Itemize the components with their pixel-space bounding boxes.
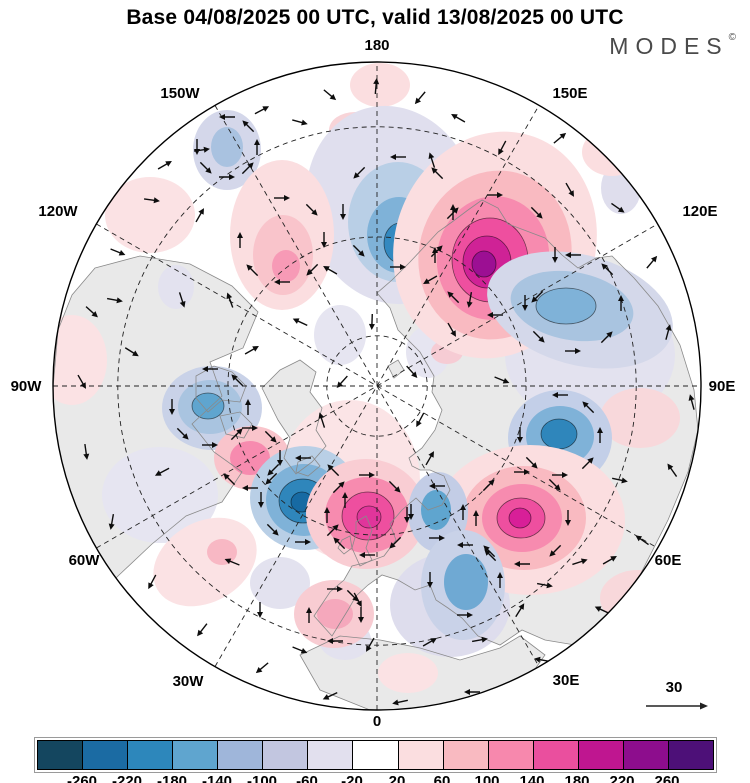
polar-map-svg: 180 150E 120E 90E 60E 30E 0 30W 60W 90W 120W 150W 30 (11, 37, 736, 730)
colorbar-segment (83, 741, 129, 769)
colorbar-tick-label: 180 (564, 773, 590, 783)
colorbar-segment (263, 741, 309, 769)
colorbar-segment (488, 741, 534, 769)
longitude-label: 150E (552, 85, 587, 102)
colorbar-segment (218, 741, 264, 769)
colorbar-tick-label: 60 (433, 773, 451, 783)
colorbar-segment (353, 741, 399, 769)
colorbar-tick-label: -220 (111, 773, 143, 783)
colorbar-segment (398, 741, 444, 769)
colorbar-tick-label: 140 (519, 773, 545, 783)
longitude-label: 90W (11, 378, 43, 395)
anomaly-fills (53, 63, 680, 693)
colorbar-tick-label: 220 (609, 773, 635, 783)
figure-title: Base 04/08/2025 00 UTC, valid 13/08/2025… (126, 6, 624, 29)
longitude-label: 150W (160, 85, 200, 102)
colorbar-tick-label: 20 (388, 773, 406, 783)
colorbar-segment (443, 741, 489, 769)
colorbar-tick-label: -20 (341, 773, 363, 783)
longitude-label: 30E (553, 672, 580, 689)
modes-logo-text: MODES (609, 33, 729, 59)
longitude-label: 60E (655, 552, 682, 569)
map-interior (53, 62, 701, 710)
colorbar-segments (37, 740, 714, 770)
longitude-label: 180 (364, 37, 389, 54)
longitude-label: 120E (682, 203, 717, 220)
polar-map-canvas: 180 150E 120E 90E 60E 30E 0 30W 60W 90W 120W 150W 30 (11, 37, 736, 730)
longitude-label: 60W (69, 552, 101, 569)
longitude-label: 120W (38, 203, 78, 220)
colorbar-tick-label: -100 (246, 773, 278, 783)
colorbar-segment (173, 741, 219, 769)
colorbar-segment (533, 741, 579, 769)
longitude-labels: 180 150E 120E 90E 60E 30E 0 30W 60W 90W 120W 150W (11, 37, 736, 730)
longitude-label: 0 (373, 713, 381, 730)
reference-vector: 30 (646, 679, 708, 710)
colorbar-segment (308, 741, 354, 769)
colorbar-segment (128, 741, 174, 769)
reference-vector-label: 30 (666, 679, 683, 696)
graticule (53, 62, 701, 710)
colorbar-segment (668, 741, 713, 769)
colorbar-segment (578, 741, 624, 769)
colorbar-segment (38, 741, 84, 769)
colorbar (34, 737, 717, 773)
modes-logo-mark: © (728, 32, 736, 43)
longitude-label: 90E (709, 378, 736, 395)
modes-logo: MODES© (609, 32, 736, 60)
colorbar-tick-label: -60 (296, 773, 318, 783)
colorbar-tick-label: -140 (201, 773, 233, 783)
colorbar-tick-label: -180 (156, 773, 188, 783)
longitude-label: 30W (173, 673, 205, 690)
colorbar-tick-label: -260 (66, 773, 98, 783)
colorbar-tick-label: 100 (474, 773, 500, 783)
colorbar-segment (623, 741, 669, 769)
wind-vectors (77, 78, 695, 706)
colorbar-tick-label: 260 (654, 773, 680, 783)
map-border-circle (52, 61, 702, 711)
